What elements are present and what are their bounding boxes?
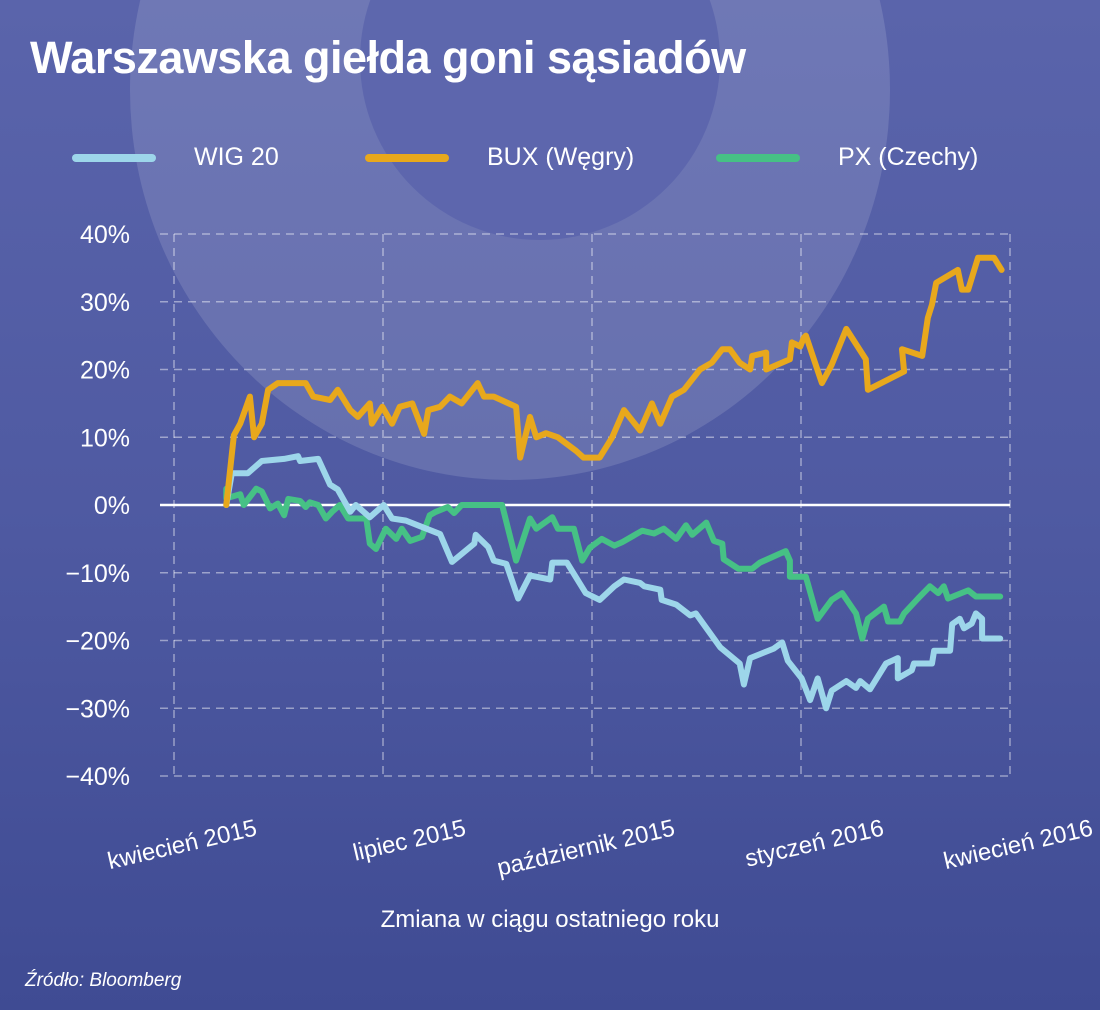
x-tick-label: kwiecień 2016 bbox=[941, 815, 1095, 876]
x-tick-label: styczeń 2016 bbox=[742, 815, 886, 873]
legend-label: WIG 20 bbox=[194, 143, 279, 171]
y-tick-label: 20% bbox=[80, 357, 130, 385]
y-tick-label: −30% bbox=[65, 695, 130, 723]
y-tick-label: 10% bbox=[80, 424, 130, 452]
x-tick-label: październik 2015 bbox=[494, 815, 677, 882]
y-tick-label: 40% bbox=[80, 221, 130, 249]
x-axis-title: Zmiana w ciągu ostatniego roku bbox=[380, 906, 720, 933]
legend-swatch-px bbox=[716, 153, 800, 162]
series-line-wig bbox=[223, 453, 1004, 712]
legend-label: PX (Czechy) bbox=[838, 143, 979, 171]
legend-swatch-bux bbox=[365, 153, 449, 162]
series-line-bux bbox=[223, 254, 1005, 508]
y-tick-label: 30% bbox=[80, 289, 130, 317]
y-tick-label: −20% bbox=[65, 628, 130, 656]
legend-label: BUX (Węgry) bbox=[487, 143, 635, 171]
legend-item-bux: BUX (Węgry) bbox=[365, 143, 634, 172]
y-tick-label: −40% bbox=[65, 763, 130, 791]
chart-title: Warszawska giełda goni sąsiadów bbox=[30, 32, 746, 83]
legend-item-px: PX (Czechy) bbox=[716, 143, 978, 172]
legend-swatch-wig20 bbox=[72, 153, 156, 162]
x-tick-label: kwiecień 2015 bbox=[105, 815, 259, 876]
legend-item-wig20: WIG 20 bbox=[72, 143, 279, 172]
source-note: Źródło: Bloomberg bbox=[25, 970, 182, 991]
x-tick-label: lipiec 2015 bbox=[350, 815, 468, 867]
y-tick-label: 0% bbox=[94, 492, 130, 520]
y-tick-label: −10% bbox=[65, 560, 130, 588]
series-line-px bbox=[223, 485, 1004, 642]
